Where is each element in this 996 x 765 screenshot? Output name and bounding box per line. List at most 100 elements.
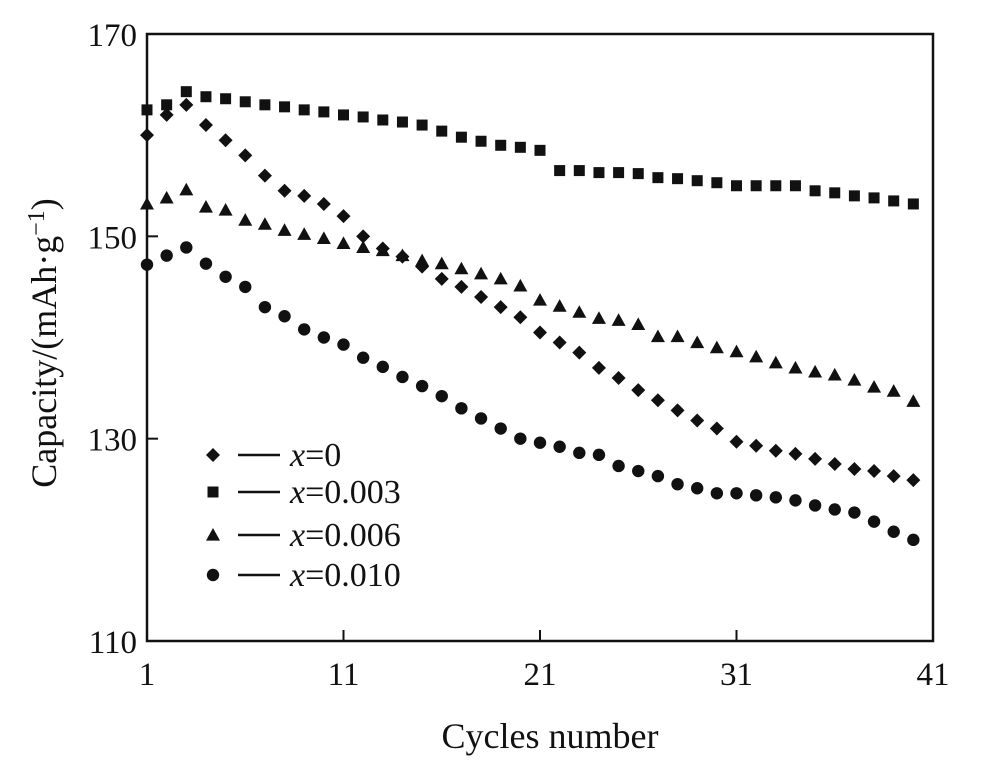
- data-point-triangle: [729, 344, 744, 358]
- legend-marker-square: [207, 486, 219, 498]
- data-point-diamond: [591, 360, 606, 375]
- series-triangle: [140, 182, 921, 407]
- data-point-diamond: [238, 148, 253, 163]
- data-point-triangle: [336, 236, 351, 250]
- legend-item: x=0.010: [206, 557, 401, 594]
- data-point-circle: [474, 412, 488, 425]
- x-tick-label: 31: [720, 657, 753, 693]
- legend-item: x=0: [206, 437, 341, 474]
- data-point-circle: [396, 370, 409, 384]
- data-point-square: [750, 180, 762, 192]
- data-point-diamond: [827, 456, 842, 471]
- data-point-circle: [533, 436, 547, 449]
- data-point-triangle: [297, 227, 312, 240]
- data-point-square: [534, 144, 546, 156]
- legend-item: x=0.006: [206, 517, 401, 554]
- data-point-circle: [612, 459, 625, 473]
- data-point-diamond: [670, 403, 685, 418]
- data-point-square: [514, 141, 526, 153]
- data-point-circle: [789, 494, 802, 507]
- data-point-square: [770, 180, 782, 192]
- data-point-triangle: [886, 384, 901, 397]
- data-point-circle: [867, 515, 881, 528]
- data-point-circle: [691, 482, 704, 495]
- data-point-diamond: [631, 383, 646, 398]
- y-axis-title-superscript: −1: [24, 210, 50, 236]
- y-tick-label: 150: [88, 220, 138, 256]
- data-point-triangle: [827, 367, 842, 381]
- data-point-diamond: [808, 451, 823, 466]
- data-point-triangle: [179, 182, 194, 196]
- data-point-circle: [219, 270, 232, 283]
- y-tick-label: 170: [88, 18, 138, 54]
- data-point-triangle: [650, 329, 665, 343]
- data-point-triangle: [474, 266, 489, 280]
- data-point-square: [200, 91, 212, 103]
- data-point-circle: [494, 422, 507, 435]
- data-point-circle: [632, 464, 645, 478]
- data-point-square: [848, 190, 860, 202]
- data-point-diamond: [316, 196, 331, 211]
- data-point-triangle: [375, 243, 390, 257]
- data-point-triangle: [395, 248, 410, 262]
- data-point-square: [829, 187, 841, 199]
- data-point-triangle: [808, 364, 823, 378]
- y-axis-title-close: ): [24, 198, 64, 210]
- data-point-square: [632, 168, 644, 180]
- data-point-circle: [180, 241, 193, 254]
- data-point-triangle: [749, 349, 764, 363]
- data-point-diamond: [650, 393, 665, 408]
- data-point-diamond: [513, 310, 528, 325]
- data-point-circle: [907, 533, 920, 547]
- data-point-circle: [239, 280, 252, 294]
- data-point-triangle: [572, 305, 587, 318]
- data-point-circle: [140, 258, 154, 271]
- data-markers: [140, 86, 921, 547]
- data-point-square: [809, 185, 821, 197]
- data-point-square: [436, 125, 448, 137]
- series-diamond: [140, 97, 921, 488]
- data-point-diamond: [847, 462, 862, 477]
- data-point-square: [239, 96, 251, 108]
- data-point-triangle: [768, 355, 783, 369]
- data-point-diamond: [886, 469, 901, 484]
- series-circle: [140, 241, 920, 547]
- data-point-diamond: [257, 168, 272, 183]
- data-point-circle: [376, 360, 389, 374]
- data-point-diamond: [434, 271, 449, 286]
- data-point-triangle: [257, 217, 272, 230]
- data-point-triangle: [788, 360, 803, 374]
- data-point-circle: [651, 469, 665, 483]
- data-point-triangle: [847, 372, 862, 386]
- legend-marker-diamond: [206, 448, 220, 462]
- data-point-triangle: [552, 299, 567, 312]
- legend-marker-triangle: [206, 528, 220, 541]
- data-point-square: [711, 177, 723, 189]
- data-point-triangle: [415, 253, 430, 267]
- data-point-triangle: [670, 329, 685, 343]
- data-point-square: [475, 135, 487, 147]
- data-point-circle: [278, 310, 291, 323]
- data-point-square: [455, 131, 467, 143]
- data-point-circle: [573, 446, 586, 460]
- data-point-square: [357, 111, 369, 123]
- data-point-diamond: [906, 473, 921, 488]
- data-point-circle: [356, 351, 370, 364]
- data-point-square: [789, 180, 801, 192]
- data-point-square: [180, 86, 192, 98]
- x-tick-label: 41: [917, 657, 950, 693]
- data-point-circle: [455, 402, 468, 415]
- data-point-triangle: [906, 394, 921, 407]
- data-point-diamond: [749, 438, 764, 453]
- data-point-circle: [769, 491, 782, 504]
- data-point-square: [593, 167, 605, 179]
- data-point-diamond: [297, 188, 312, 203]
- data-point-triangle: [513, 278, 528, 292]
- data-point-diamond: [336, 209, 351, 224]
- series-square: [141, 86, 919, 210]
- data-point-circle: [749, 489, 763, 502]
- data-point-triangle: [218, 203, 233, 216]
- data-point-square: [396, 116, 408, 128]
- data-point-square: [298, 104, 310, 116]
- data-point-square: [416, 119, 428, 131]
